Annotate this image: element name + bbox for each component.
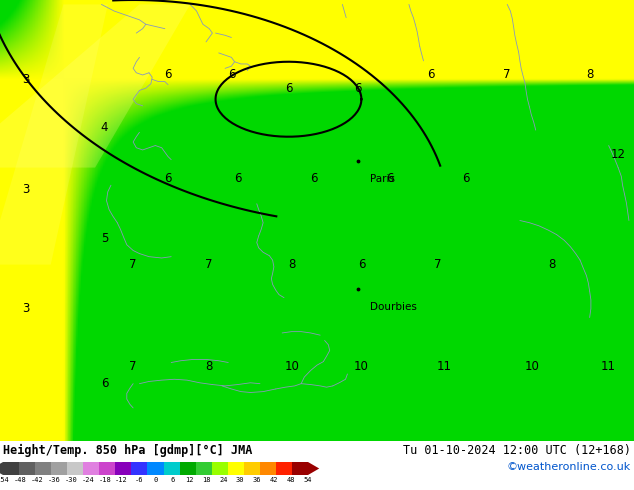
Bar	[67, 462, 83, 475]
Text: -6: -6	[134, 477, 143, 483]
Bar	[3, 462, 19, 475]
Text: 7: 7	[129, 258, 137, 271]
Text: -42: -42	[30, 477, 43, 483]
Bar	[196, 462, 212, 475]
Bar	[276, 462, 292, 475]
Text: 6: 6	[164, 172, 172, 185]
Text: 8: 8	[586, 69, 593, 81]
Text: 3: 3	[22, 73, 29, 86]
Text: 6: 6	[462, 172, 470, 185]
Text: 8: 8	[288, 258, 295, 271]
Text: 12: 12	[185, 477, 193, 483]
Text: 5: 5	[101, 232, 108, 245]
Text: 6: 6	[164, 69, 172, 81]
Text: 0: 0	[153, 477, 158, 483]
Text: 10: 10	[354, 360, 369, 372]
Bar	[292, 462, 308, 475]
Text: 6: 6	[358, 258, 365, 271]
Text: -48: -48	[13, 477, 27, 483]
Text: 11: 11	[436, 360, 451, 372]
Text: 8: 8	[548, 258, 555, 271]
Bar	[244, 462, 260, 475]
Text: 6: 6	[386, 172, 394, 185]
Text: 12: 12	[611, 148, 626, 161]
Text: 6: 6	[228, 69, 235, 81]
Text: 8: 8	[205, 360, 213, 372]
Text: 36: 36	[253, 477, 261, 483]
Text: 7: 7	[205, 258, 213, 271]
Bar	[212, 462, 228, 475]
Bar	[148, 462, 164, 475]
Text: 6: 6	[171, 477, 174, 483]
Bar	[260, 462, 276, 475]
Text: Tu 01-10-2024 12:00 UTC (12+168): Tu 01-10-2024 12:00 UTC (12+168)	[403, 444, 631, 457]
Text: 30: 30	[236, 477, 245, 483]
Bar	[100, 462, 115, 475]
Bar	[83, 462, 100, 475]
Bar	[51, 462, 67, 475]
Text: 18: 18	[202, 477, 210, 483]
Text: 6: 6	[310, 172, 318, 185]
Text: 6: 6	[354, 82, 362, 95]
Text: 11: 11	[601, 360, 616, 372]
Text: 4: 4	[101, 122, 108, 134]
Text: Height/Temp. 850 hPa [gdmp][°C] JMA: Height/Temp. 850 hPa [gdmp][°C] JMA	[3, 444, 252, 457]
Text: 10: 10	[525, 360, 540, 372]
Text: -36: -36	[48, 477, 60, 483]
Bar	[115, 462, 131, 475]
Text: 7: 7	[503, 69, 511, 81]
Text: 3: 3	[22, 183, 29, 196]
Text: 10: 10	[284, 360, 299, 372]
Text: 6: 6	[234, 172, 242, 185]
Polygon shape	[0, 462, 3, 475]
Text: Paris: Paris	[370, 174, 394, 184]
Text: 42: 42	[270, 477, 278, 483]
Bar	[131, 462, 148, 475]
Bar	[228, 462, 244, 475]
Text: 3: 3	[22, 302, 29, 315]
Polygon shape	[0, 4, 108, 265]
Text: 7: 7	[434, 258, 441, 271]
Bar	[179, 462, 196, 475]
Text: ©weatheronline.co.uk: ©weatheronline.co.uk	[507, 462, 631, 472]
Bar	[35, 462, 51, 475]
Polygon shape	[0, 4, 190, 168]
Text: -18: -18	[98, 477, 111, 483]
Text: -54: -54	[0, 477, 10, 483]
Text: 54: 54	[304, 477, 313, 483]
Bar	[19, 462, 35, 475]
Text: 48: 48	[287, 477, 295, 483]
Text: -12: -12	[115, 477, 128, 483]
Text: 24: 24	[219, 477, 228, 483]
Text: 6: 6	[427, 69, 435, 81]
Text: 6: 6	[101, 377, 108, 390]
Text: 7: 7	[129, 360, 137, 372]
Text: Dourbies: Dourbies	[370, 302, 417, 312]
Text: 6: 6	[285, 82, 292, 95]
Bar	[164, 462, 179, 475]
Polygon shape	[308, 462, 320, 475]
Text: -30: -30	[65, 477, 77, 483]
Text: -24: -24	[81, 477, 94, 483]
